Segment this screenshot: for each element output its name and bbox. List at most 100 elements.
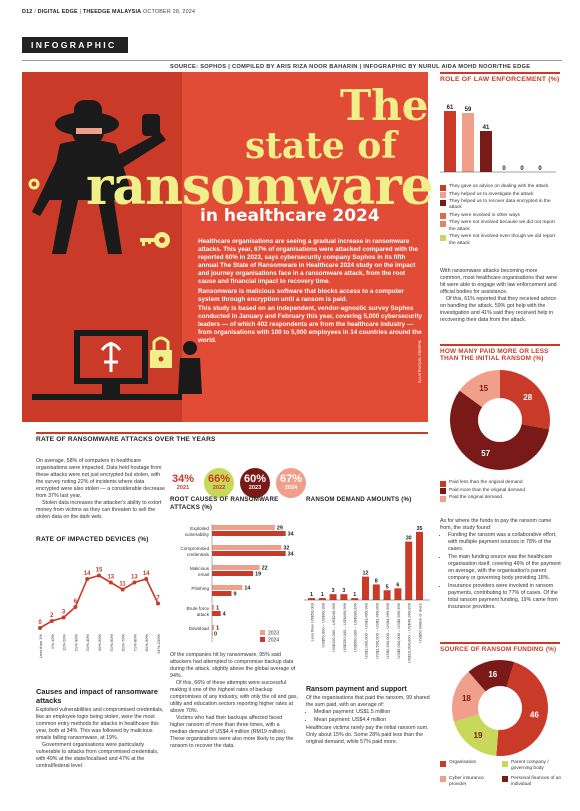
devices-point	[120, 587, 125, 592]
funding-legend-label: Parent company / governing body	[511, 760, 549, 772]
devices-value: 3	[62, 610, 66, 616]
demand-bar	[416, 531, 423, 600]
causes-value: 9	[234, 592, 237, 598]
causes-bar	[212, 545, 282, 550]
demand-value: 35	[417, 526, 423, 532]
section-name: DIGITAL EDGE	[37, 9, 78, 15]
demand-value: 1	[353, 592, 356, 598]
devices-tick: 21%-30%	[73, 634, 78, 652]
causes-value: 19	[255, 572, 261, 578]
paid-label: 28	[523, 393, 532, 402]
funding-legend: Organisation Parent company / governing b…	[440, 760, 562, 790]
devices-tick: Less than 1%	[38, 634, 43, 659]
rate-bubble: 67% 2024	[276, 468, 306, 498]
demand-bar	[372, 584, 380, 600]
paid-bullet-2: The main funding source was the healthca…	[448, 554, 562, 582]
rate-bubble-year: 2021	[176, 485, 190, 491]
causes-category: credentials	[187, 552, 210, 557]
law-bar	[444, 111, 456, 172]
demand-value: 8	[375, 578, 378, 584]
demand-bar	[351, 598, 359, 600]
rate-title: RATE OF RANSOMWARE ATTACKS OVER THE YEAR…	[36, 432, 428, 443]
law-legend-item: They were not involved because we did no…	[440, 220, 560, 233]
demand-value: 30	[406, 536, 412, 542]
funding-legend-label: Personal finances of an individual	[511, 775, 562, 788]
funding-title: SOURCE OF RANSOM FUNDING (%)	[440, 642, 560, 653]
law-legend-swatch	[440, 184, 446, 191]
paid-legend-swatch	[440, 488, 446, 494]
demand-bar	[340, 594, 348, 600]
funding-slice	[468, 660, 515, 692]
rate-bubble: 66% 2022	[204, 468, 234, 498]
funding-legend-swatch	[440, 776, 446, 783]
causes-bar	[212, 591, 232, 596]
devices-title: RATE OF IMPACTED DEVICES (%)	[36, 536, 149, 543]
law-legend-swatch	[440, 192, 446, 198]
law-bar-label: 0	[538, 166, 542, 172]
causes-bar	[212, 585, 243, 590]
causes-value: 0	[214, 632, 217, 638]
rate-text-p2: Stolen data increases the attacker's abi…	[36, 500, 162, 520]
causes-text-p3: Victims who had their backups affected f…	[170, 715, 294, 749]
law-text-p1: With ransomware attacks becoming more co…	[440, 268, 558, 295]
paid-legend-swatch	[440, 480, 446, 487]
law-legend-label: They gave us advice on dealing with the …	[449, 184, 549, 189]
demand-bar	[383, 590, 391, 600]
paid-slice	[500, 370, 550, 430]
demand-tick: US$100,000 – US$249,999	[331, 602, 336, 652]
issue-date: OCTOBER 28, 2024	[142, 9, 196, 15]
illustration-credit: ILLUSTRATION: FREEPIK	[418, 340, 422, 383]
demand-value: 12	[363, 571, 369, 577]
devices-tick: 31%-40%	[85, 634, 90, 652]
law-text-p2: Of this, 61% reported that they received…	[440, 296, 557, 323]
funding-legend-label: Cyber insurance provider	[449, 775, 484, 788]
impact-section: Causes and impact of ransomware attacks …	[36, 687, 166, 770]
devices-value: 15	[96, 568, 103, 574]
demand-tick: US$1,000,000 – US$1,499,999	[364, 602, 369, 658]
causes-bar	[212, 571, 254, 576]
devices-value: 6	[74, 599, 78, 605]
funding-legend-item: Personal finances of an individual	[502, 776, 562, 789]
devices-point	[156, 601, 160, 606]
paid-label: 15	[479, 384, 488, 393]
rate-bubble-year: 2022	[212, 485, 226, 491]
devices-tick: 51%-60%	[109, 634, 114, 652]
paid-legend-label: Paid the original demand	[449, 495, 503, 500]
rate-bubble-value: 66%	[207, 473, 231, 485]
causes-bar	[212, 605, 215, 610]
law-bar-label: 0	[502, 166, 506, 172]
funding-label: 16	[488, 670, 497, 679]
devices-value: 11	[119, 582, 126, 588]
causes-title: ROOT CAUSES OF RANSOMWARE ATTACKS (%)	[170, 496, 279, 511]
funding-legend-swatch	[440, 760, 446, 767]
rate-bubble-value: 60%	[243, 473, 267, 485]
payment-mean: Mean payment: US$4.4 million	[314, 717, 430, 724]
devices-point	[38, 626, 42, 630]
devices-point	[49, 619, 54, 623]
computer-icon	[32, 330, 182, 400]
rate-bubble-year: 2024	[284, 485, 298, 491]
devices-line	[39, 574, 159, 629]
law-chart: 61 59 41 0 0 0	[440, 105, 556, 173]
law-legend-swatch	[440, 213, 446, 220]
demand-tick: US$1,500,000 – US$2,499,999	[374, 602, 379, 658]
devices-value: 13	[131, 575, 138, 581]
rate-bubble: 60% 2023	[240, 468, 270, 498]
demand-tick: US$50,000 – US$99,999	[320, 602, 325, 647]
rate-bubble-year: 2023	[248, 485, 262, 491]
demand-value: 5	[386, 584, 389, 590]
law-legend: They gave us advice on dealing with the …	[440, 184, 560, 248]
causes-legend-swatch	[260, 630, 265, 635]
law-bar-label: 61	[447, 105, 454, 111]
devices-point	[85, 577, 90, 581]
law-bar-label: 41	[483, 125, 490, 131]
demand-tick: US$5,000,000 – US$9,999,999	[396, 602, 401, 658]
causes-category: Exploited	[190, 526, 209, 531]
causes-bar	[212, 551, 286, 556]
paid-bullet-3: Insurance providers were involved in ran…	[448, 583, 562, 611]
causes-bar	[212, 625, 215, 630]
causes-value: 4	[223, 612, 226, 618]
paid-legend-label: Paid less than the original demand	[449, 480, 523, 485]
rate-bubble-value: 34%	[171, 473, 195, 485]
devices-chart: 0 Less than 1% 2 1%-10% 3 11%-20% 6 21%-30% 14 31…	[38, 568, 161, 659]
